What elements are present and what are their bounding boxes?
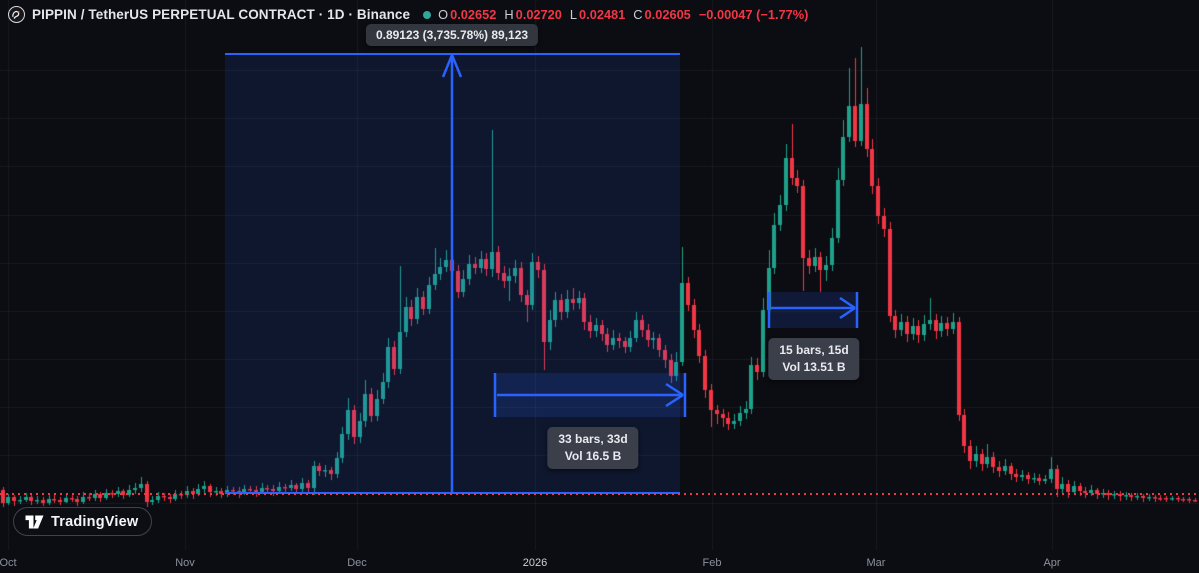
time-axis-label-oct: Oct: [0, 557, 17, 569]
price-range-top-line[interactable]: [225, 53, 680, 55]
time-axis[interactable]: Oct Nov Dec 2026 Feb Mar Apr: [0, 550, 1199, 573]
time-axis-label-2026: 2026: [522, 557, 548, 569]
high-label: H: [504, 7, 514, 22]
high-value: 0.02720: [515, 7, 562, 22]
open-value: 0.02652: [450, 7, 497, 22]
chart-legend: PIPPIN / TetherUS PERPETUAL CONTRACT · 1…: [8, 6, 808, 23]
market-status-icon[interactable]: [423, 10, 432, 19]
tradingview-attribution-link[interactable]: TradingView: [13, 507, 153, 536]
date-range-15-bars-text: 15 bars, 15d: [779, 343, 849, 357]
low-value: 0.02481: [579, 7, 626, 22]
tradingview-label: TradingView: [51, 513, 139, 530]
time-axis-label-apr: Apr: [1043, 557, 1061, 569]
current-price-line: [0, 493, 1199, 495]
time-axis-label-mar: Mar: [866, 557, 886, 569]
close-value: 0.02605: [644, 7, 691, 22]
date-range-tool-15-bars[interactable]: [765, 290, 861, 332]
ohlc-values: O 0.02652 H 0.02720 L 0.02481 C 0.02605 −0.0…: [438, 7, 808, 22]
price-range-label[interactable]: 0.89123 (3,735.78%) 89,123: [365, 24, 539, 46]
close-label: C: [633, 7, 643, 22]
tradingview-logo-icon: [25, 515, 44, 528]
open-label: O: [438, 7, 449, 22]
date-range-15-volume-text: Vol 13.51 B: [782, 360, 846, 374]
time-axis-label-feb: Feb: [702, 557, 722, 569]
pippin-coin-logo-icon: [8, 6, 25, 23]
price-range-up-arrow[interactable]: [438, 50, 466, 496]
date-range-33-bars-text: 33 bars, 33d: [558, 432, 628, 446]
date-range-33-volume-text: Vol 16.5 B: [564, 449, 622, 463]
symbol-title[interactable]: PIPPIN / TetherUS PERPETUAL CONTRACT · 1…: [32, 7, 411, 22]
time-axis-label-nov: Nov: [175, 557, 195, 569]
date-range-15-label[interactable]: 15 bars, 15d Vol 13.51 B: [768, 338, 860, 380]
time-axis-label-dec: Dec: [347, 557, 367, 569]
change-value: −0.00047 (−1.77%): [698, 7, 809, 22]
date-range-tool-33-bars[interactable]: [490, 370, 690, 422]
date-range-33-label[interactable]: 33 bars, 33d Vol 16.5 B: [547, 427, 639, 469]
low-label: L: [569, 7, 578, 22]
